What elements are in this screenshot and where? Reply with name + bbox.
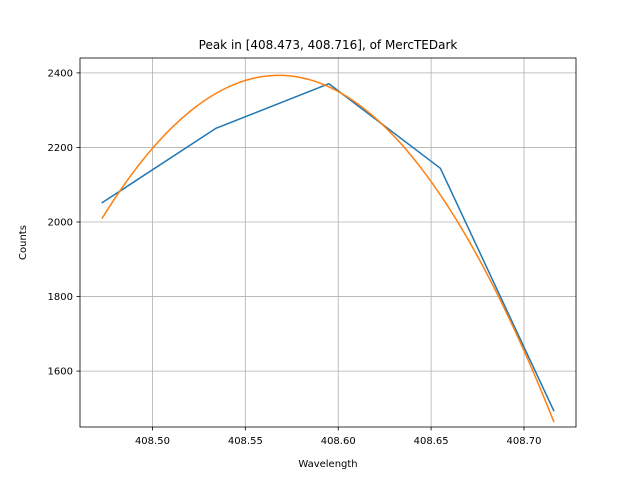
x-tick-label: 408.60 — [321, 436, 356, 447]
y-axis-label: Counts — [18, 225, 29, 260]
y-ticks: 1600 1800 2000 2200 2400 — [48, 68, 80, 378]
x-axis-label: Wavelength — [298, 459, 357, 470]
grid-lines — [80, 58, 576, 427]
y-tick-label: 2200 — [48, 143, 73, 154]
chart-title: Peak in [408.473, 408.716], of MercTEDar… — [199, 38, 458, 52]
series-line-1 — [101, 82, 555, 412]
series-lines — [101, 74, 555, 423]
series-line-2 — [101, 74, 555, 423]
plot-area — [80, 58, 576, 427]
y-tick-label: 2000 — [48, 218, 73, 229]
x-ticks: 408.50 408.55 408.60 408.65 408.70 — [135, 427, 541, 447]
x-tick-label: 408.65 — [414, 436, 449, 447]
x-tick-label: 408.70 — [506, 436, 541, 447]
axes-frame — [79, 57, 577, 428]
x-tick-label: 408.50 — [135, 436, 170, 447]
x-tick-label: 408.55 — [228, 436, 263, 447]
y-tick-label: 2400 — [48, 68, 73, 79]
y-tick-label: 1600 — [48, 367, 73, 378]
y-tick-label: 1800 — [48, 292, 73, 303]
